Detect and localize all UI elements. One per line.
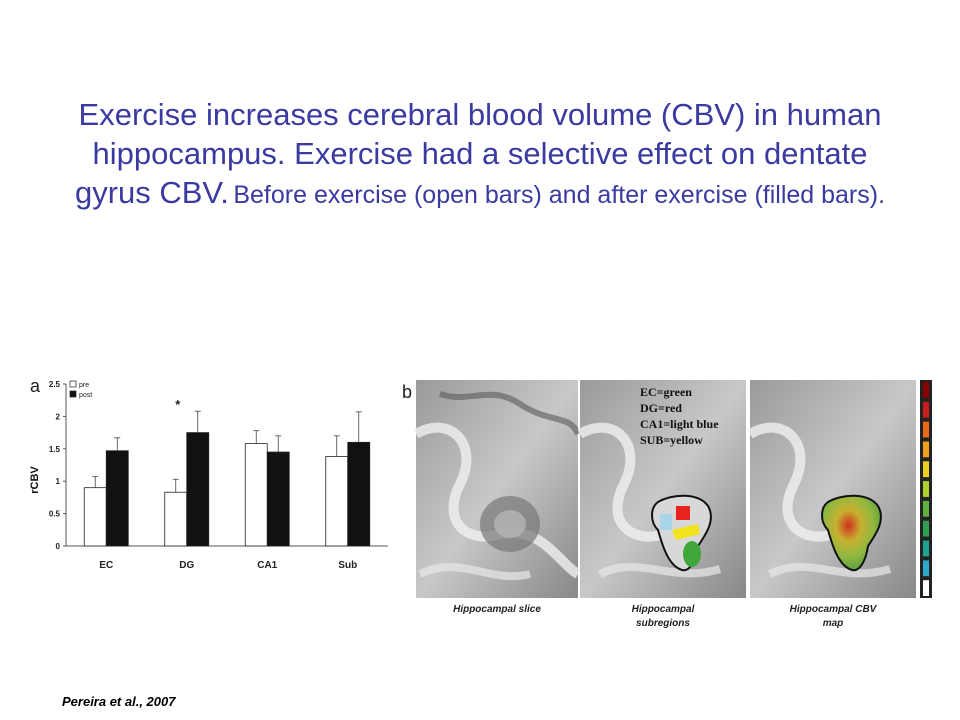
colorbar xyxy=(920,380,932,598)
hippocampal-cbv-map-image xyxy=(747,380,916,598)
legend-swatch-post xyxy=(69,390,77,398)
citation: Pereira et al., 2007 xyxy=(62,694,176,709)
x-tick-label: DG xyxy=(179,560,194,571)
colorbar-step xyxy=(923,382,929,398)
title-sub: Before exercise (open bars) and after ex… xyxy=(233,180,886,209)
colorbar-step xyxy=(923,580,929,596)
bar-pre-CA1 xyxy=(244,443,268,547)
hippocampal-subregions-image: EC=green DG=red CA1=light blue SUB=yello… xyxy=(577,380,746,598)
panel-a-label: a xyxy=(30,376,41,396)
caption-slice: Hippocampal slice xyxy=(453,604,541,615)
y-tick-label: 0 xyxy=(56,542,61,551)
bar-chart: a rCBV 0 0.5 1 1.5 2 2.5 EC DG * CA1 Sub pre post xyxy=(29,376,388,571)
bar-pre-Sub xyxy=(325,456,349,547)
colorbar-step xyxy=(923,441,929,458)
svg-text:SUB=yellow: SUB=yellow xyxy=(640,433,703,447)
x-tick-label: EC xyxy=(99,560,113,571)
y-tick-label: 1 xyxy=(56,477,61,486)
colorbar-step xyxy=(923,560,929,577)
sub-region xyxy=(672,524,700,540)
caption-subregions-line1: Hippocampal xyxy=(632,604,695,615)
legend-swatch-pre xyxy=(69,380,77,388)
colorbar-step xyxy=(923,461,929,478)
x-tick-label: CA1 xyxy=(257,560,277,571)
region-legend: EC=green DG=red CA1=light blue SUB=yello… xyxy=(640,385,719,447)
caption-cbv-line1: Hippocampal CBV xyxy=(790,604,878,615)
y-tick-label: 2.5 xyxy=(49,380,61,389)
bar-post-Sub xyxy=(347,441,371,547)
bar-post-CA1 xyxy=(266,451,290,547)
mri-panel: b EC=green DG=red CA1=light blue SUB=yel… xyxy=(402,380,932,629)
title-main: Exercise increases cerebral blood volume… xyxy=(74,97,882,210)
hippocampal-slice-image xyxy=(413,380,581,598)
colorbar-step xyxy=(923,540,929,557)
bar-pre-EC xyxy=(83,487,107,547)
y-axis-label: rCBV xyxy=(29,466,41,494)
svg-text:CA1=light blue: CA1=light blue xyxy=(640,417,719,431)
legend-label-post: post xyxy=(79,392,92,399)
caption-cbv-line2: map xyxy=(823,618,844,629)
caption-subregions-line2: subregions xyxy=(636,618,690,629)
panel-b-label: b xyxy=(402,382,412,402)
significance-asterisk: * xyxy=(175,397,181,412)
legend-label-pre: pre xyxy=(79,382,89,389)
bar-post-DG xyxy=(186,432,210,547)
panel-b-captions: Hippocampal slice Hippocampal subregions… xyxy=(453,604,878,629)
bar-pre-DG xyxy=(164,491,188,547)
ec-region xyxy=(683,541,701,567)
colorbar-step xyxy=(923,500,929,517)
y-tick-label: 2 xyxy=(56,412,61,421)
colorbar-step xyxy=(923,401,929,418)
bar-post-EC xyxy=(105,450,129,547)
x-tick-label: Sub xyxy=(338,560,357,571)
y-tick-label: 1.5 xyxy=(49,445,61,454)
ca1-region xyxy=(660,514,672,530)
y-tick-label: 0.5 xyxy=(49,510,61,519)
dg-region xyxy=(676,506,690,520)
slide-title: Exercise increases cerebral blood volume… xyxy=(60,96,900,212)
colorbar-step xyxy=(923,481,929,497)
plot-area: 0 0.5 1 1.5 2 2.5 EC DG * CA1 Sub pre post xyxy=(49,380,388,571)
colorbar-step xyxy=(923,520,929,537)
svg-text:DG=red: DG=red xyxy=(640,401,682,415)
svg-text:EC=green: EC=green xyxy=(640,385,692,399)
colorbar-step xyxy=(923,421,929,438)
